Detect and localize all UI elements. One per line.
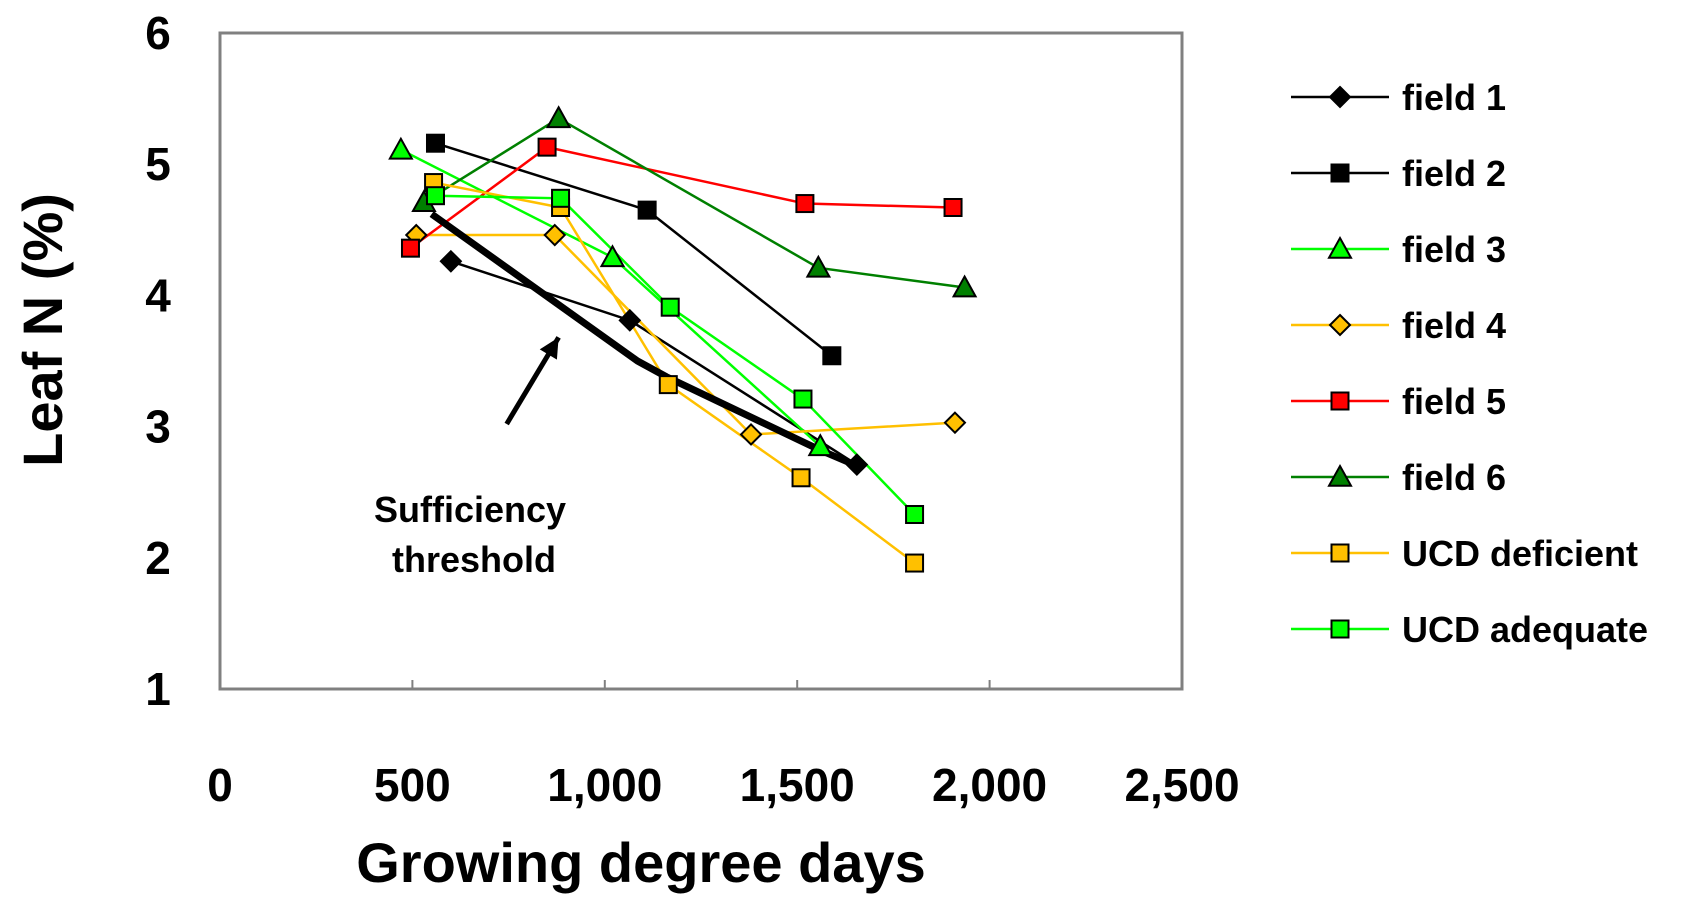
legend-marker: [1327, 235, 1353, 259]
data-point: [795, 194, 815, 214]
data-point: [618, 308, 642, 332]
y-tick-label: 1: [145, 663, 171, 715]
legend-label: UCD adequate: [1402, 609, 1648, 650]
legend-label: field 4: [1402, 305, 1506, 346]
legend-item: field 6: [1291, 457, 1506, 498]
x-tick-label: 2,000: [932, 759, 1047, 811]
x-tick-label: 500: [374, 759, 451, 811]
legend-label: field 6: [1402, 457, 1506, 498]
data-point: [905, 505, 925, 525]
data-point: [599, 244, 626, 268]
legend-item: UCD deficient: [1291, 533, 1638, 574]
data-point: [439, 249, 463, 273]
annotation-arrow-head: [539, 337, 559, 360]
series-line-field-6: [423, 116, 965, 289]
legend-item: field 5: [1291, 381, 1506, 422]
data-point: [807, 433, 833, 457]
legend-label: field 5: [1402, 381, 1506, 422]
y-tick-label: 3: [145, 401, 171, 453]
data-point: [425, 133, 445, 153]
legend-label: UCD deficient: [1402, 533, 1638, 574]
annotation-line-2: threshold: [392, 539, 556, 580]
legend-marker: [1330, 391, 1350, 411]
legend-item: UCD adequate: [1291, 609, 1648, 650]
y-axis-title: Leaf N (%): [11, 193, 74, 467]
legend-item: field 1: [1291, 77, 1506, 118]
y-tick-label: 4: [145, 269, 171, 321]
data-point: [905, 553, 925, 573]
series-line-field-4: [416, 233, 956, 436]
y-tick-label: 5: [145, 138, 171, 190]
legend-marker: [1328, 85, 1352, 109]
x-tick-label: 0: [207, 759, 233, 811]
x-axis-title: Growing degree days: [356, 831, 926, 894]
threshold-annotation: Sufficiency threshold: [374, 336, 566, 580]
data-point: [637, 200, 657, 220]
data-point: [845, 453, 869, 477]
data-point: [793, 389, 813, 409]
legend-marker: [1330, 163, 1350, 183]
legend-marker: [1330, 543, 1350, 563]
data-point: [805, 254, 832, 278]
legend-label: field 3: [1402, 229, 1506, 270]
data-point: [388, 136, 414, 160]
legend-item: field 4: [1291, 305, 1506, 346]
data-point: [660, 297, 680, 317]
x-tick-label: 1,500: [740, 759, 855, 811]
y-tick-labels: 1 2 3 4 5 6: [145, 7, 171, 715]
x-tick-label: 2,500: [1124, 759, 1239, 811]
y-tick-label: 6: [145, 7, 171, 59]
data-point: [951, 274, 978, 298]
x-tick-marks: [411, 680, 991, 689]
series-markers: [388, 105, 978, 573]
legend-label: field 1: [1402, 77, 1506, 118]
data-point: [822, 346, 842, 366]
legend-item: field 3: [1291, 229, 1506, 270]
data-point: [658, 375, 678, 395]
data-point: [400, 238, 420, 258]
annotation-line-1: Sufficiency: [374, 489, 566, 530]
legend-marker: [1328, 313, 1352, 337]
legend-marker: [1327, 463, 1353, 487]
data-point: [545, 105, 572, 129]
data-point: [543, 223, 567, 247]
plot-area: [218, 31, 1184, 691]
legend-marker: [1330, 619, 1350, 639]
legend-item: field 2: [1291, 153, 1506, 194]
legend-label: field 2: [1402, 153, 1506, 194]
x-tick-labels: 0 500 1,000 1,500 2,000 2,500: [207, 759, 1239, 811]
x-tick-label: 1,000: [547, 759, 662, 811]
y-tick-label: 2: [145, 532, 171, 584]
data-point: [537, 137, 557, 157]
legend: field 1 field 2 field 3 field 4 field 5 field…: [1291, 77, 1648, 650]
data-point: [425, 186, 445, 206]
data-point: [739, 423, 763, 446]
data-point: [551, 188, 571, 208]
data-point: [943, 197, 963, 217]
data-point: [791, 468, 811, 488]
data-point: [943, 411, 967, 435]
